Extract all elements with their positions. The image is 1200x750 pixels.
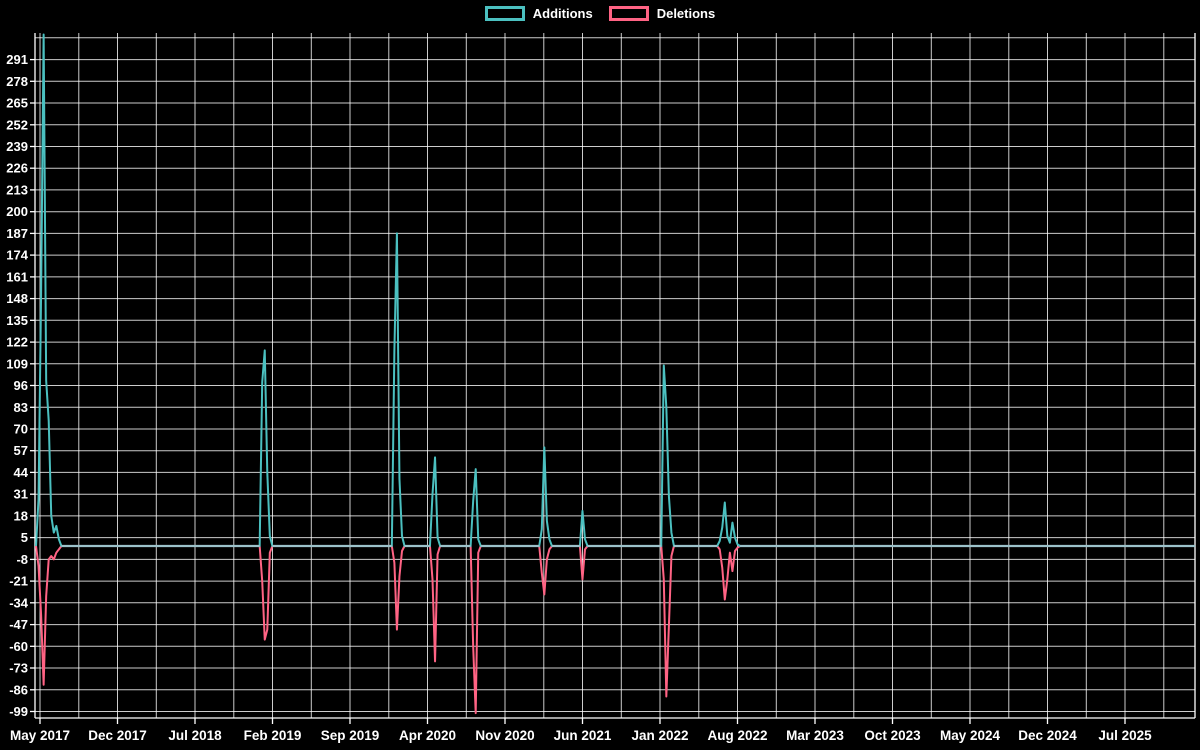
y-tick-label: -21 — [9, 574, 28, 589]
x-tick-label: Dec 2024 — [1018, 728, 1077, 743]
x-tick-label: May 2017 — [10, 728, 70, 743]
y-tick-label: 265 — [6, 96, 28, 111]
y-tick-label: -47 — [9, 617, 28, 632]
x-tick-label: Jun 2021 — [554, 728, 612, 743]
x-tick-label: May 2024 — [940, 728, 1001, 743]
y-tick-label: 31 — [14, 487, 28, 502]
y-tick-label: 278 — [6, 74, 28, 89]
y-tick-label: 109 — [6, 356, 28, 371]
y-tick-label: 122 — [6, 335, 28, 350]
gridlines — [35, 33, 1195, 718]
additions-line — [35, 33, 1195, 547]
y-tick-label: 135 — [6, 313, 28, 328]
y-tick-label: 148 — [6, 291, 28, 306]
x-tick-label: Nov 2020 — [475, 728, 534, 743]
y-tick-label: -34 — [9, 595, 29, 610]
x-tick-label: Jul 2018 — [168, 728, 222, 743]
y-tick-label: -60 — [9, 639, 28, 654]
x-tick-labels: May 2017 Dec 2017 Jul 2018 Feb 2019 Sep 2019… — [10, 718, 1152, 743]
y-tick-label: 44 — [14, 465, 29, 480]
y-tick-label: 291 — [6, 52, 28, 67]
y-tick-label: -8 — [16, 552, 28, 567]
y-tick-label: 239 — [6, 139, 28, 154]
y-tick-labels: -99 -86 -73 -60 -47 -34 -21 -8 5 18 31 44 57 70 83 96 10… — [6, 52, 35, 719]
y-tick-label: 96 — [14, 378, 28, 393]
x-tick-label: Feb 2019 — [244, 728, 302, 743]
y-tick-label: 187 — [6, 226, 28, 241]
axes — [34, 33, 1196, 719]
x-tick-label: Apr 2020 — [399, 728, 456, 743]
y-tick-label: 213 — [6, 182, 28, 197]
x-tick-label: Oct 2023 — [864, 728, 921, 743]
y-tick-label: 226 — [6, 161, 28, 176]
y-tick-label: 57 — [14, 443, 28, 458]
chart-legend: Additions Deletions — [0, 6, 1200, 21]
y-tick-label: 174 — [6, 248, 28, 263]
legend-label-deletions: Deletions — [656, 6, 716, 21]
x-tick-label: Dec 2017 — [88, 728, 147, 743]
y-tick-label: -99 — [9, 704, 28, 719]
x-tick-label: Aug 2022 — [707, 728, 767, 743]
x-tick-label: Jul 2025 — [1098, 728, 1152, 743]
legend-item-additions[interactable]: Additions — [484, 6, 593, 21]
y-tick-label: 200 — [6, 204, 28, 219]
y-tick-label: 5 — [21, 530, 28, 545]
deletions-line — [35, 545, 1195, 715]
y-tick-label: 18 — [14, 508, 28, 523]
additions-swatch — [484, 6, 525, 21]
y-tick-label: 252 — [6, 117, 28, 132]
x-tick-label: Jan 2022 — [631, 728, 688, 743]
legend-label-additions: Additions — [532, 6, 593, 21]
x-tick-label: Sep 2019 — [321, 728, 380, 743]
y-tick-label: -86 — [9, 682, 28, 697]
y-tick-label: 70 — [14, 422, 28, 437]
y-tick-label: -73 — [9, 661, 28, 676]
legend-item-deletions[interactable]: Deletions — [608, 6, 716, 21]
y-tick-label: 83 — [14, 400, 28, 415]
x-tick-label: Mar 2023 — [786, 728, 844, 743]
y-tick-label: 161 — [6, 269, 28, 284]
deletions-swatch — [608, 6, 649, 21]
